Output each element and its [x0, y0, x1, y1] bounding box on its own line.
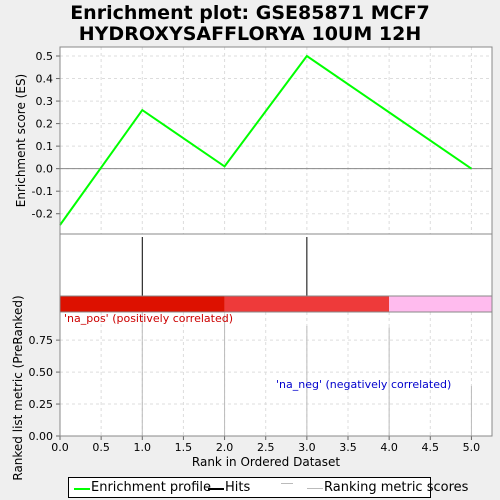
hits-panel: [60, 234, 492, 296]
rank-xtick-label: 1.0: [134, 441, 152, 454]
rank-xtick-label: 3.0: [298, 441, 316, 454]
chart-title-line-2: HYDROXYSAFFLORYA 10UM 12H: [78, 23, 422, 45]
legend: Enrichment profile Hits Ranking metric s…: [68, 477, 468, 498]
chart-title-line-1: Enrichment plot: GSE85871 MCF7: [70, 2, 430, 24]
es-ytick-label: -0.1: [32, 185, 53, 198]
rank-xtick-label: 0.0: [51, 441, 69, 454]
enrichment-profile-line: [59, 54, 472, 226]
na-pos-annotation: 'na_pos' (positively correlated): [64, 312, 233, 325]
rank-xtick-label: 0.5: [92, 441, 110, 454]
rank-xtick-label: 5.0: [463, 441, 481, 454]
rank-xtick-label: 3.5: [339, 441, 357, 454]
rank-xtick-label: 1.5: [175, 441, 193, 454]
rank-xlabel: Rank in Ordered Dataset: [192, 455, 340, 469]
rank-xtick-label: 4.5: [422, 441, 440, 454]
rank-xtick-label: 2.0: [216, 441, 234, 454]
rank-xtick-label: 2.5: [257, 441, 275, 454]
legend-hits-label: Hits: [225, 480, 251, 495]
rank-ytick-label: 0.75: [29, 334, 54, 347]
rank-ytick-label: 0.50: [29, 366, 54, 379]
rank-ytick-label: 0.00: [29, 430, 54, 443]
legend-ranking-swatch: [307, 488, 323, 489]
rank-ylabel: Ranked list metric (PreRanked): [11, 295, 25, 480]
es-ytick-label: -0.2: [32, 208, 53, 221]
es-ytick-label: 0.1: [36, 140, 54, 153]
heat-segment: [224, 296, 390, 312]
es-ytick-label: 0.4: [36, 73, 54, 86]
ranking-panel: [60, 312, 492, 436]
legend-enrichment-label: Enrichment profile: [91, 480, 211, 495]
es-ylabel: Enrichment score (ES): [14, 74, 28, 207]
na-neg-annotation: 'na_neg' (negatively correlated): [276, 378, 451, 391]
es-ytick-label: 0.0: [36, 163, 54, 176]
legend-hits-gap-swatch: [281, 483, 293, 484]
es-ytick-label: 0.2: [36, 118, 54, 131]
es-ytick-label: 0.5: [36, 50, 54, 63]
heat-segment: [60, 296, 225, 312]
legend-enrichment-swatch: [74, 488, 90, 490]
rank-ytick-label: 0.25: [29, 398, 54, 411]
ranking-panel-border: [59, 311, 493, 437]
rank-xtick-label: 4.0: [380, 441, 398, 454]
legend-hits-swatch: [208, 488, 224, 490]
es-ytick-label: 0.3: [36, 95, 54, 108]
es-panel: [60, 47, 492, 234]
heat-segment: [389, 296, 492, 312]
legend-ranking-label: Ranking metric scores: [324, 480, 469, 495]
